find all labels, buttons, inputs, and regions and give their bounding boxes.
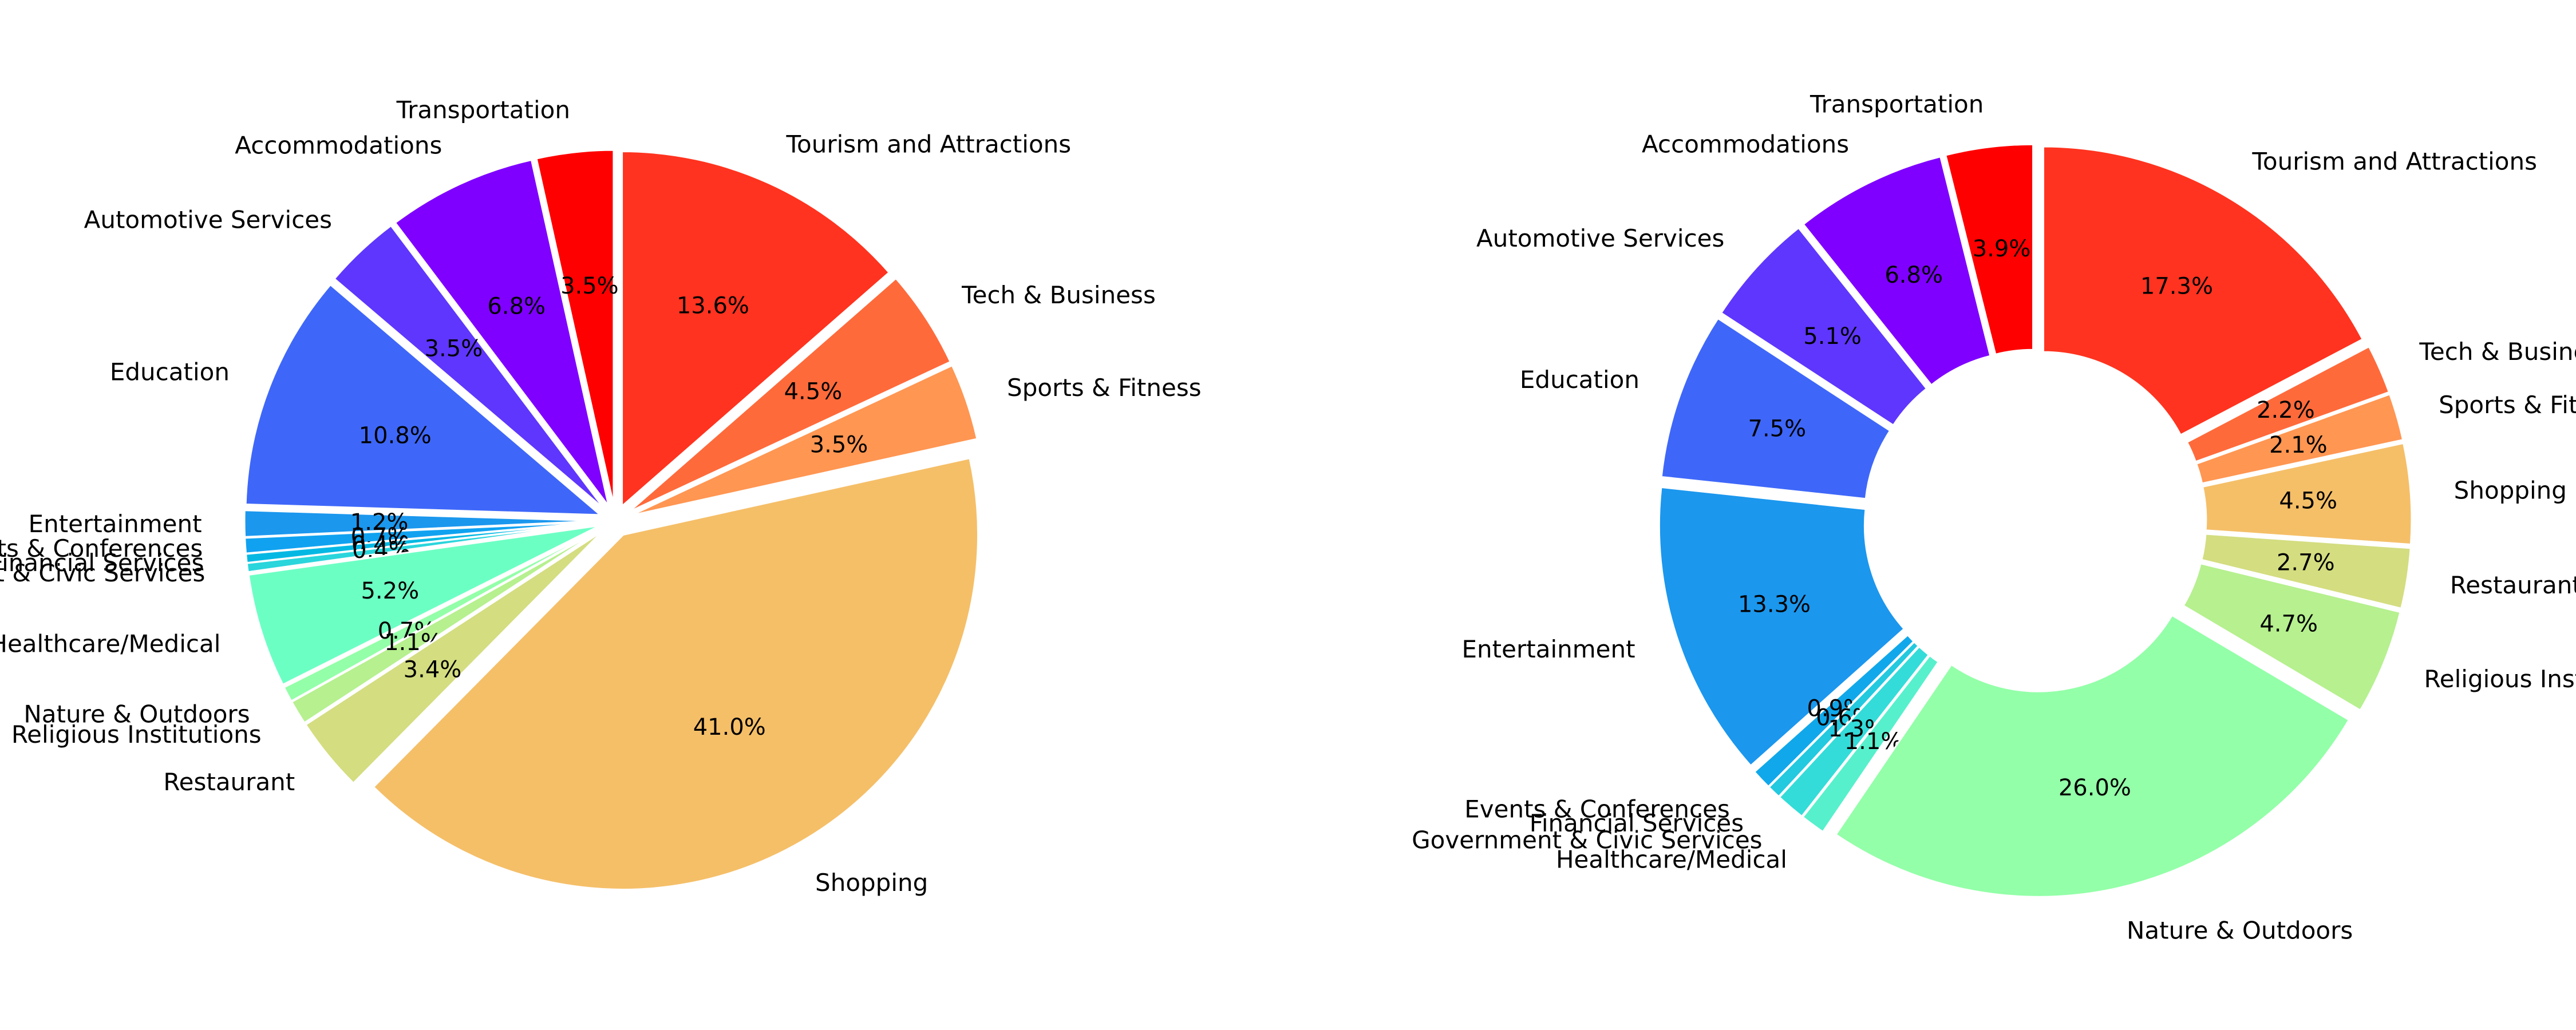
category-label-government-civic-services: Government & Civic Services bbox=[0, 559, 205, 587]
category-label-government-civic-services: Government & Civic Services bbox=[1412, 826, 1762, 854]
pie-slice-shopping bbox=[372, 457, 979, 890]
category-label-nature-outdoors: Nature & Outdoors bbox=[2127, 916, 2353, 944]
category-label-automotive-services: Automotive Services bbox=[84, 205, 332, 233]
pct-label-automotive-services: 3.5% bbox=[425, 336, 483, 362]
pie-slice-automotive-services bbox=[333, 224, 606, 510]
category-label-events-conferences: Events & Conferences bbox=[1464, 795, 1730, 823]
pie-slice-entertainment bbox=[1658, 486, 1906, 767]
pct-label-tourism-and-attractions: 17.3% bbox=[2140, 273, 2213, 299]
pie-slice-education bbox=[1660, 317, 1891, 500]
pct-label-shopping: 41.0% bbox=[693, 714, 766, 740]
category-label-restaurant: Restaurant bbox=[2450, 571, 2576, 599]
category-label-tech-business: Tech & Business bbox=[2419, 338, 2576, 366]
category-label-financial-services: Financial Services bbox=[0, 549, 204, 577]
pct-label-tourism-and-attractions: 13.6% bbox=[677, 292, 749, 319]
pie-slice-transportation bbox=[1944, 143, 2034, 356]
pie-slice-sports-fitness bbox=[630, 364, 978, 517]
category-label-accommodations: Accommodations bbox=[1642, 130, 1849, 159]
category-label-transportation: Transportation bbox=[1809, 90, 1984, 118]
category-label-automotive-services: Automotive Services bbox=[1476, 224, 1724, 252]
pct-label-restaurant: 3.4% bbox=[404, 657, 462, 683]
category-label-shopping: Shopping bbox=[2454, 477, 2567, 505]
pie-slice-education bbox=[244, 283, 603, 516]
category-label-religious-institutions: Religious Institutions bbox=[2424, 665, 2576, 693]
pie-slice-tech-business bbox=[2186, 345, 2391, 463]
pct-label-automotive-services: 5.1% bbox=[1803, 323, 1862, 350]
pie-slice-tech-business bbox=[628, 277, 952, 513]
pct-label-transportation: 3.5% bbox=[560, 273, 619, 299]
pct-label-education: 10.8% bbox=[359, 423, 432, 449]
category-label-tourism-and-attractions: Tourism and Attractions bbox=[786, 130, 1072, 159]
pie-slice-financial-services bbox=[1767, 640, 1920, 798]
pie-slice-accommodations bbox=[1802, 155, 1992, 387]
category-label-nature-outdoors: Nature & Outdoors bbox=[23, 700, 250, 728]
pct-label-education: 7.5% bbox=[1748, 415, 1807, 442]
pie-slice-nature-outdoors bbox=[283, 527, 602, 703]
pct-label-tech-business: 2.2% bbox=[2257, 397, 2315, 423]
pct-label-accommodations: 6.8% bbox=[1884, 262, 1943, 288]
category-label-financial-services: Financial Services bbox=[1530, 809, 1744, 837]
pct-label-entertainment: 13.3% bbox=[1738, 591, 1811, 617]
category-label-restaurant: Restaurant bbox=[163, 768, 295, 796]
pie-slice-accommodations bbox=[394, 159, 610, 507]
category-label-religious-institutions: Religious Institutions bbox=[11, 720, 262, 748]
category-label-entertainment: Entertainment bbox=[29, 510, 202, 538]
category-label-transportation: Transportation bbox=[396, 96, 570, 124]
category-label-tech-business: Tech & Business bbox=[961, 281, 1156, 309]
pie-slice-restaurant bbox=[2200, 533, 2412, 610]
pct-label-transportation: 3.9% bbox=[1973, 236, 2031, 262]
category-label-tourism-and-attractions: Tourism and Attractions bbox=[2251, 148, 2537, 176]
pie-slice-nature-outdoors bbox=[1834, 614, 2350, 898]
category-label-accommodations: Accommodations bbox=[235, 132, 442, 160]
category-label-sports-fitness: Sports & Fitness bbox=[2439, 391, 2576, 419]
pct-label-healthcare-medical: 5.2% bbox=[361, 578, 419, 604]
pct-label-accommodations: 6.8% bbox=[487, 294, 546, 320]
left-pie-chart: 3.5% Transportation 6.8% Accommodations 3.5%… bbox=[0, 96, 1202, 897]
pie-slice-government-civic-services bbox=[1778, 645, 1930, 818]
category-label-education: Education bbox=[110, 358, 230, 386]
pct-label-sports-fitness: 3.5% bbox=[810, 431, 868, 458]
pie-slice-religious-institutions bbox=[2182, 562, 2401, 712]
pie-slice-healthcare-medical bbox=[247, 524, 600, 686]
pct-label-tech-business: 4.5% bbox=[784, 379, 843, 405]
pct-label-nature-outdoors: 26.0% bbox=[2059, 775, 2131, 801]
right-pie-chart: 3.9% Transportation 6.8% Accommodations 5.1%… bbox=[1412, 90, 2576, 944]
pie-slice-tourism-and-attractions bbox=[2042, 145, 2364, 437]
category-label-sports-fitness: Sports & Fitness bbox=[1007, 374, 1202, 402]
pie-slice-sports-fitness bbox=[2195, 393, 2404, 485]
pct-label-sports-fitness: 2.1% bbox=[2269, 432, 2328, 458]
category-label-healthcare-medical: Healthcare/Medical bbox=[0, 630, 220, 658]
pie-slice-automotive-services bbox=[1720, 227, 1928, 427]
category-label-events-conferences: Events & Conferences bbox=[0, 534, 203, 562]
category-label-education: Education bbox=[1520, 366, 1639, 394]
pct-label-religious-institutions: 4.7% bbox=[2259, 611, 2318, 637]
pie-slice-restaurant bbox=[304, 530, 604, 785]
category-label-entertainment: Entertainment bbox=[1462, 635, 1635, 663]
pie-slice-government-civic-services bbox=[246, 522, 600, 573]
pct-label-restaurant: 2.7% bbox=[2277, 549, 2335, 576]
category-label-healthcare-medical: Healthcare/Medical bbox=[1556, 846, 1787, 874]
pie-slice-transportation bbox=[535, 149, 615, 505]
pie-slice-tourism-and-attractions bbox=[621, 150, 891, 508]
pie-slice-religious-institutions bbox=[290, 528, 602, 724]
pie-slice-healthcare-medical bbox=[1801, 654, 1940, 833]
pie-slice-shopping bbox=[2201, 442, 2413, 546]
category-label-shopping: Shopping bbox=[815, 869, 928, 897]
pie-slice-entertainment bbox=[243, 509, 600, 538]
pct-label-shopping: 4.5% bbox=[2279, 488, 2337, 514]
